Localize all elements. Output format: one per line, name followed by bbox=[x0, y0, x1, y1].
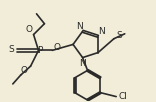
Text: O: O bbox=[54, 43, 61, 52]
Text: S: S bbox=[116, 31, 122, 40]
Text: N: N bbox=[76, 22, 83, 31]
Text: O: O bbox=[25, 25, 32, 34]
Text: O: O bbox=[20, 66, 27, 75]
Text: Cl: Cl bbox=[119, 92, 127, 101]
Text: P: P bbox=[37, 46, 42, 55]
Text: N: N bbox=[79, 59, 86, 68]
Text: S: S bbox=[8, 45, 14, 54]
Text: N: N bbox=[98, 27, 104, 36]
